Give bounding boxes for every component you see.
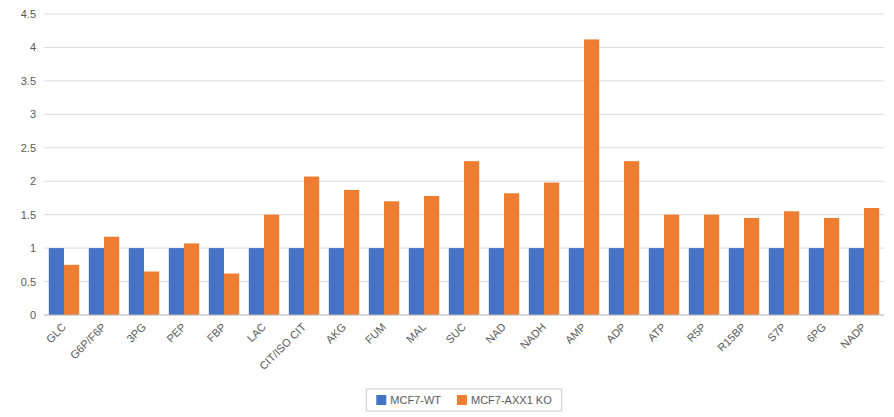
bar (769, 248, 784, 315)
legend-swatch (457, 395, 467, 405)
y-tick-label: 1 (30, 242, 36, 254)
x-tick-label: 6PG (804, 321, 828, 345)
x-tick-label: ADP (604, 321, 628, 345)
x-tick-label: GLC (44, 321, 69, 346)
x-tick-label: ATP (645, 321, 668, 344)
x-tick-label: R15BP (715, 321, 748, 354)
x-tick-label: FUM (363, 321, 388, 346)
legend-label: MCF7-WT (390, 394, 441, 406)
y-tick-label: 1.5 (21, 209, 36, 221)
grid-line (44, 114, 884, 115)
x-tick-label: R5P (685, 321, 709, 345)
bar (289, 248, 304, 315)
y-tick-label: 2.5 (21, 142, 36, 154)
legend-frame (366, 389, 561, 411)
x-tick-label: S7P (765, 321, 788, 344)
bar (464, 161, 479, 315)
grid-line (44, 47, 884, 48)
bar (424, 196, 439, 315)
bar (209, 248, 224, 315)
bar (704, 215, 719, 315)
bar (609, 248, 624, 315)
bar (104, 237, 119, 315)
bar (329, 248, 344, 315)
grid-line (44, 147, 884, 148)
bar (169, 248, 184, 315)
legend: MCF7-WT MCF7-AXX1 KO (366, 389, 561, 411)
bar (384, 201, 399, 315)
grid-line (44, 14, 884, 15)
legend-label: MCF7-AXX1 KO (471, 394, 552, 406)
bar (809, 248, 824, 315)
bar (264, 215, 279, 315)
bar (344, 190, 359, 315)
legend-swatch (376, 395, 386, 405)
x-tick-label: CIT/ISO CIT (257, 320, 308, 371)
y-tick-label: 2 (30, 175, 36, 187)
bar (649, 248, 664, 315)
y-tick-label: 4.5 (21, 8, 36, 20)
y-tick-label: 3 (30, 108, 36, 120)
x-tick-label: AMP (563, 321, 588, 346)
x-tick-label: LAC (245, 321, 269, 345)
bar (49, 248, 64, 315)
bar (864, 208, 879, 315)
y-tick-label: 0 (30, 309, 36, 321)
bar (304, 177, 319, 315)
grid-line (44, 315, 884, 316)
bar (449, 248, 464, 315)
x-tick-label: G6P/F6P (68, 321, 108, 361)
bar (624, 161, 639, 315)
bar (224, 274, 239, 315)
x-tick-label: AKG (323, 321, 348, 346)
bar (129, 248, 144, 315)
x-tick-label: FBP (205, 321, 229, 345)
x-axis-line (44, 315, 884, 316)
bar (64, 265, 79, 315)
y-tick-label: 4 (30, 41, 36, 53)
bar (849, 248, 864, 315)
y-tick-label: 3.5 (21, 75, 36, 87)
x-tick-label: 3PG (124, 321, 148, 345)
bar (529, 248, 544, 315)
bar (489, 248, 504, 315)
bar (369, 248, 384, 315)
bar (544, 183, 559, 315)
bar (249, 248, 264, 315)
x-tick-label: NADP (838, 321, 868, 351)
x-tick-label: NADH (518, 321, 549, 352)
bar (144, 272, 159, 315)
bar (504, 193, 519, 315)
bar (584, 39, 599, 315)
bar (729, 248, 744, 315)
x-tick-label: PEP (164, 321, 188, 345)
bar (664, 215, 679, 315)
bar (569, 248, 584, 315)
y-tick-label: 0.5 (21, 276, 36, 288)
x-tick-label: SUC (443, 321, 468, 346)
bar (184, 243, 199, 315)
bar (689, 248, 704, 315)
bar (409, 248, 424, 315)
grid (44, 14, 884, 315)
bar (824, 218, 839, 315)
x-tick-label: MAL (404, 321, 428, 345)
bar (784, 211, 799, 315)
bars (49, 39, 879, 315)
grid-line (44, 80, 884, 81)
bar (744, 218, 759, 315)
chart: 0 0.5 1 1.5 2 2.5 3 3.5 4 4.5 GLCG6P/F6P 3PG PEP FBP L… (0, 0, 894, 417)
x-tick-label: NAD (483, 321, 508, 346)
bar (89, 248, 104, 315)
